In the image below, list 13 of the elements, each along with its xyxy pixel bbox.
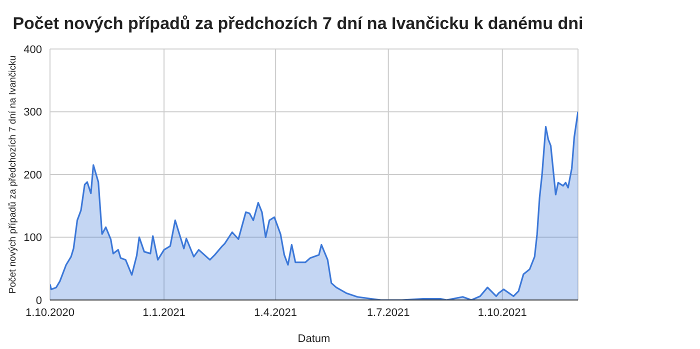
- x-tick-label: 1.7.2021: [366, 306, 410, 319]
- x-tick-label: 1.10.2020: [26, 306, 74, 319]
- x-tick-label: 1.1.2021: [142, 306, 186, 319]
- x-axis-title: Datum: [298, 333, 330, 345]
- chart-title: Počet nových případů za předchozích 7 dní na Ivančicku k danému dni: [12, 14, 584, 34]
- y-tick-label: 300: [24, 106, 42, 119]
- x-tick-label: 1.4.2021: [254, 306, 297, 319]
- y-tick-label: 0: [36, 294, 42, 307]
- y-tick-label: 400: [24, 44, 42, 56]
- y-tick-label: 100: [24, 232, 42, 244]
- y-axis-title: Počet nových případů za předchozích 7 dní na Ivančicku: [7, 55, 18, 294]
- x-tick-label: 1.10.2021: [478, 306, 527, 319]
- y-tick-label: 200: [24, 169, 42, 182]
